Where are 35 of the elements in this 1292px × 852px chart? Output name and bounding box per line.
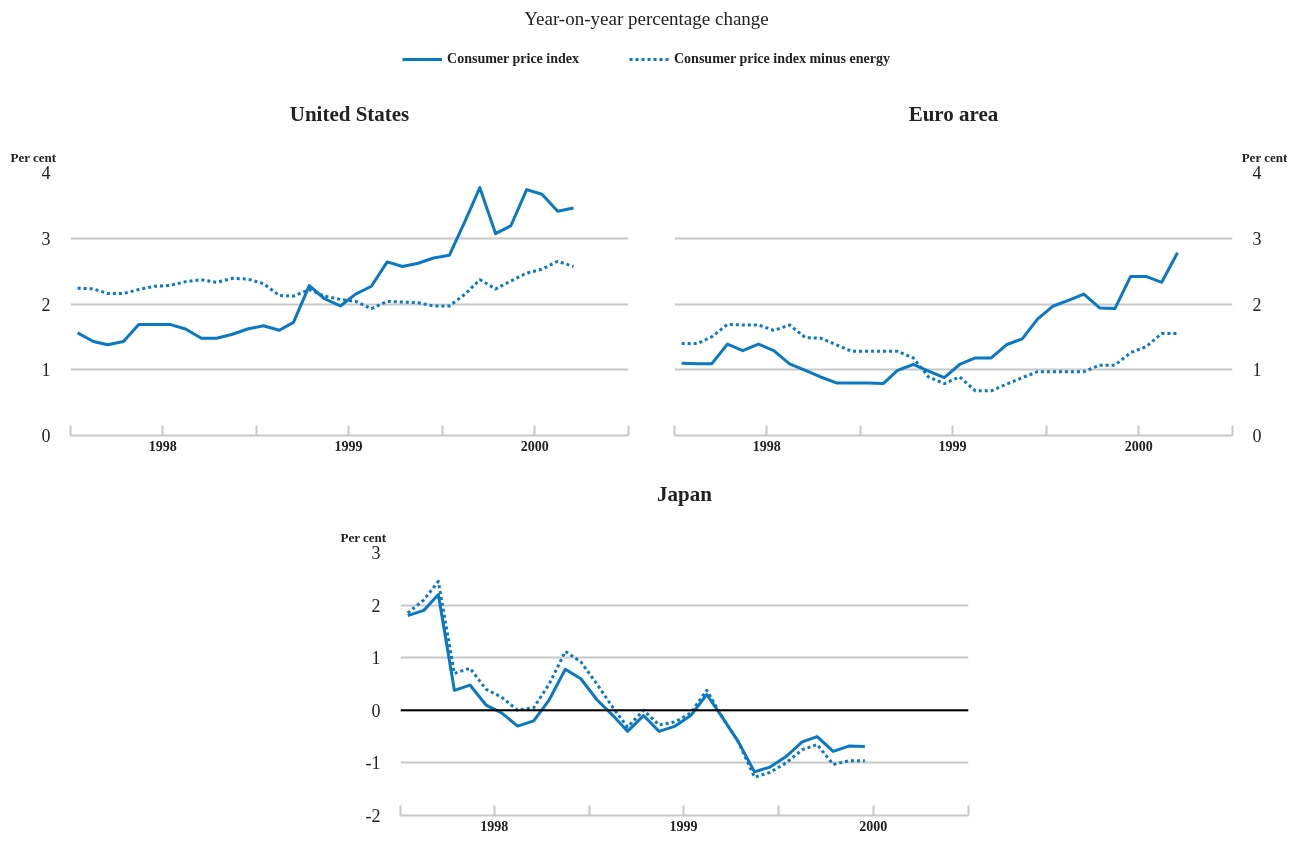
y-tick-label: 0 xyxy=(41,426,51,446)
y-tick-label: 3 xyxy=(41,228,51,249)
y-tick-label: 4 xyxy=(41,163,51,183)
y-tick-label: 1 xyxy=(41,360,51,381)
y-tick-label: -2 xyxy=(365,806,381,826)
y2-tick-label: 1 xyxy=(1252,360,1262,381)
y-tick-label: -1 xyxy=(365,753,381,774)
chart-title: Euro area xyxy=(908,101,999,126)
x-tick-label: 1998 xyxy=(480,818,509,834)
line-series xyxy=(76,186,576,347)
y2-tick-label: 2 xyxy=(1252,294,1262,315)
x-tick-label: 2000 xyxy=(520,438,549,454)
y-tick-label: 0 xyxy=(371,700,381,721)
y-axis-title: Per cent xyxy=(10,149,57,165)
chart-title: Japan xyxy=(657,481,713,506)
y-axis-title: Per cent xyxy=(340,529,387,545)
chart-subtitle: Year-on-year percentage change xyxy=(524,7,769,29)
x-tick-label: 1999 xyxy=(334,438,363,454)
y2-axis-title: Per cent xyxy=(1241,149,1288,165)
x-tick-label: 1998 xyxy=(148,438,177,454)
legend-label: Consumer price index minus energy xyxy=(674,51,890,67)
y2-tick-label: 4 xyxy=(1252,163,1262,183)
x-tick-label: 1999 xyxy=(669,818,698,834)
legend-label: Consumer price index xyxy=(447,51,579,67)
y-tick-label: 2 xyxy=(41,294,51,315)
y-tick-label: 2 xyxy=(371,595,381,616)
y-tick-label: 1 xyxy=(371,648,381,669)
y-tick-label: 3 xyxy=(371,543,381,563)
y2-tick-label: 3 xyxy=(1252,228,1262,249)
x-tick-label: 2000 xyxy=(859,818,888,834)
chart-title: United States xyxy=(289,101,410,126)
x-tick-label: 1998 xyxy=(752,438,781,454)
x-tick-label: 1999 xyxy=(938,438,967,454)
y2-tick-label: 0 xyxy=(1252,426,1262,446)
x-tick-label: 2000 xyxy=(1124,438,1153,454)
